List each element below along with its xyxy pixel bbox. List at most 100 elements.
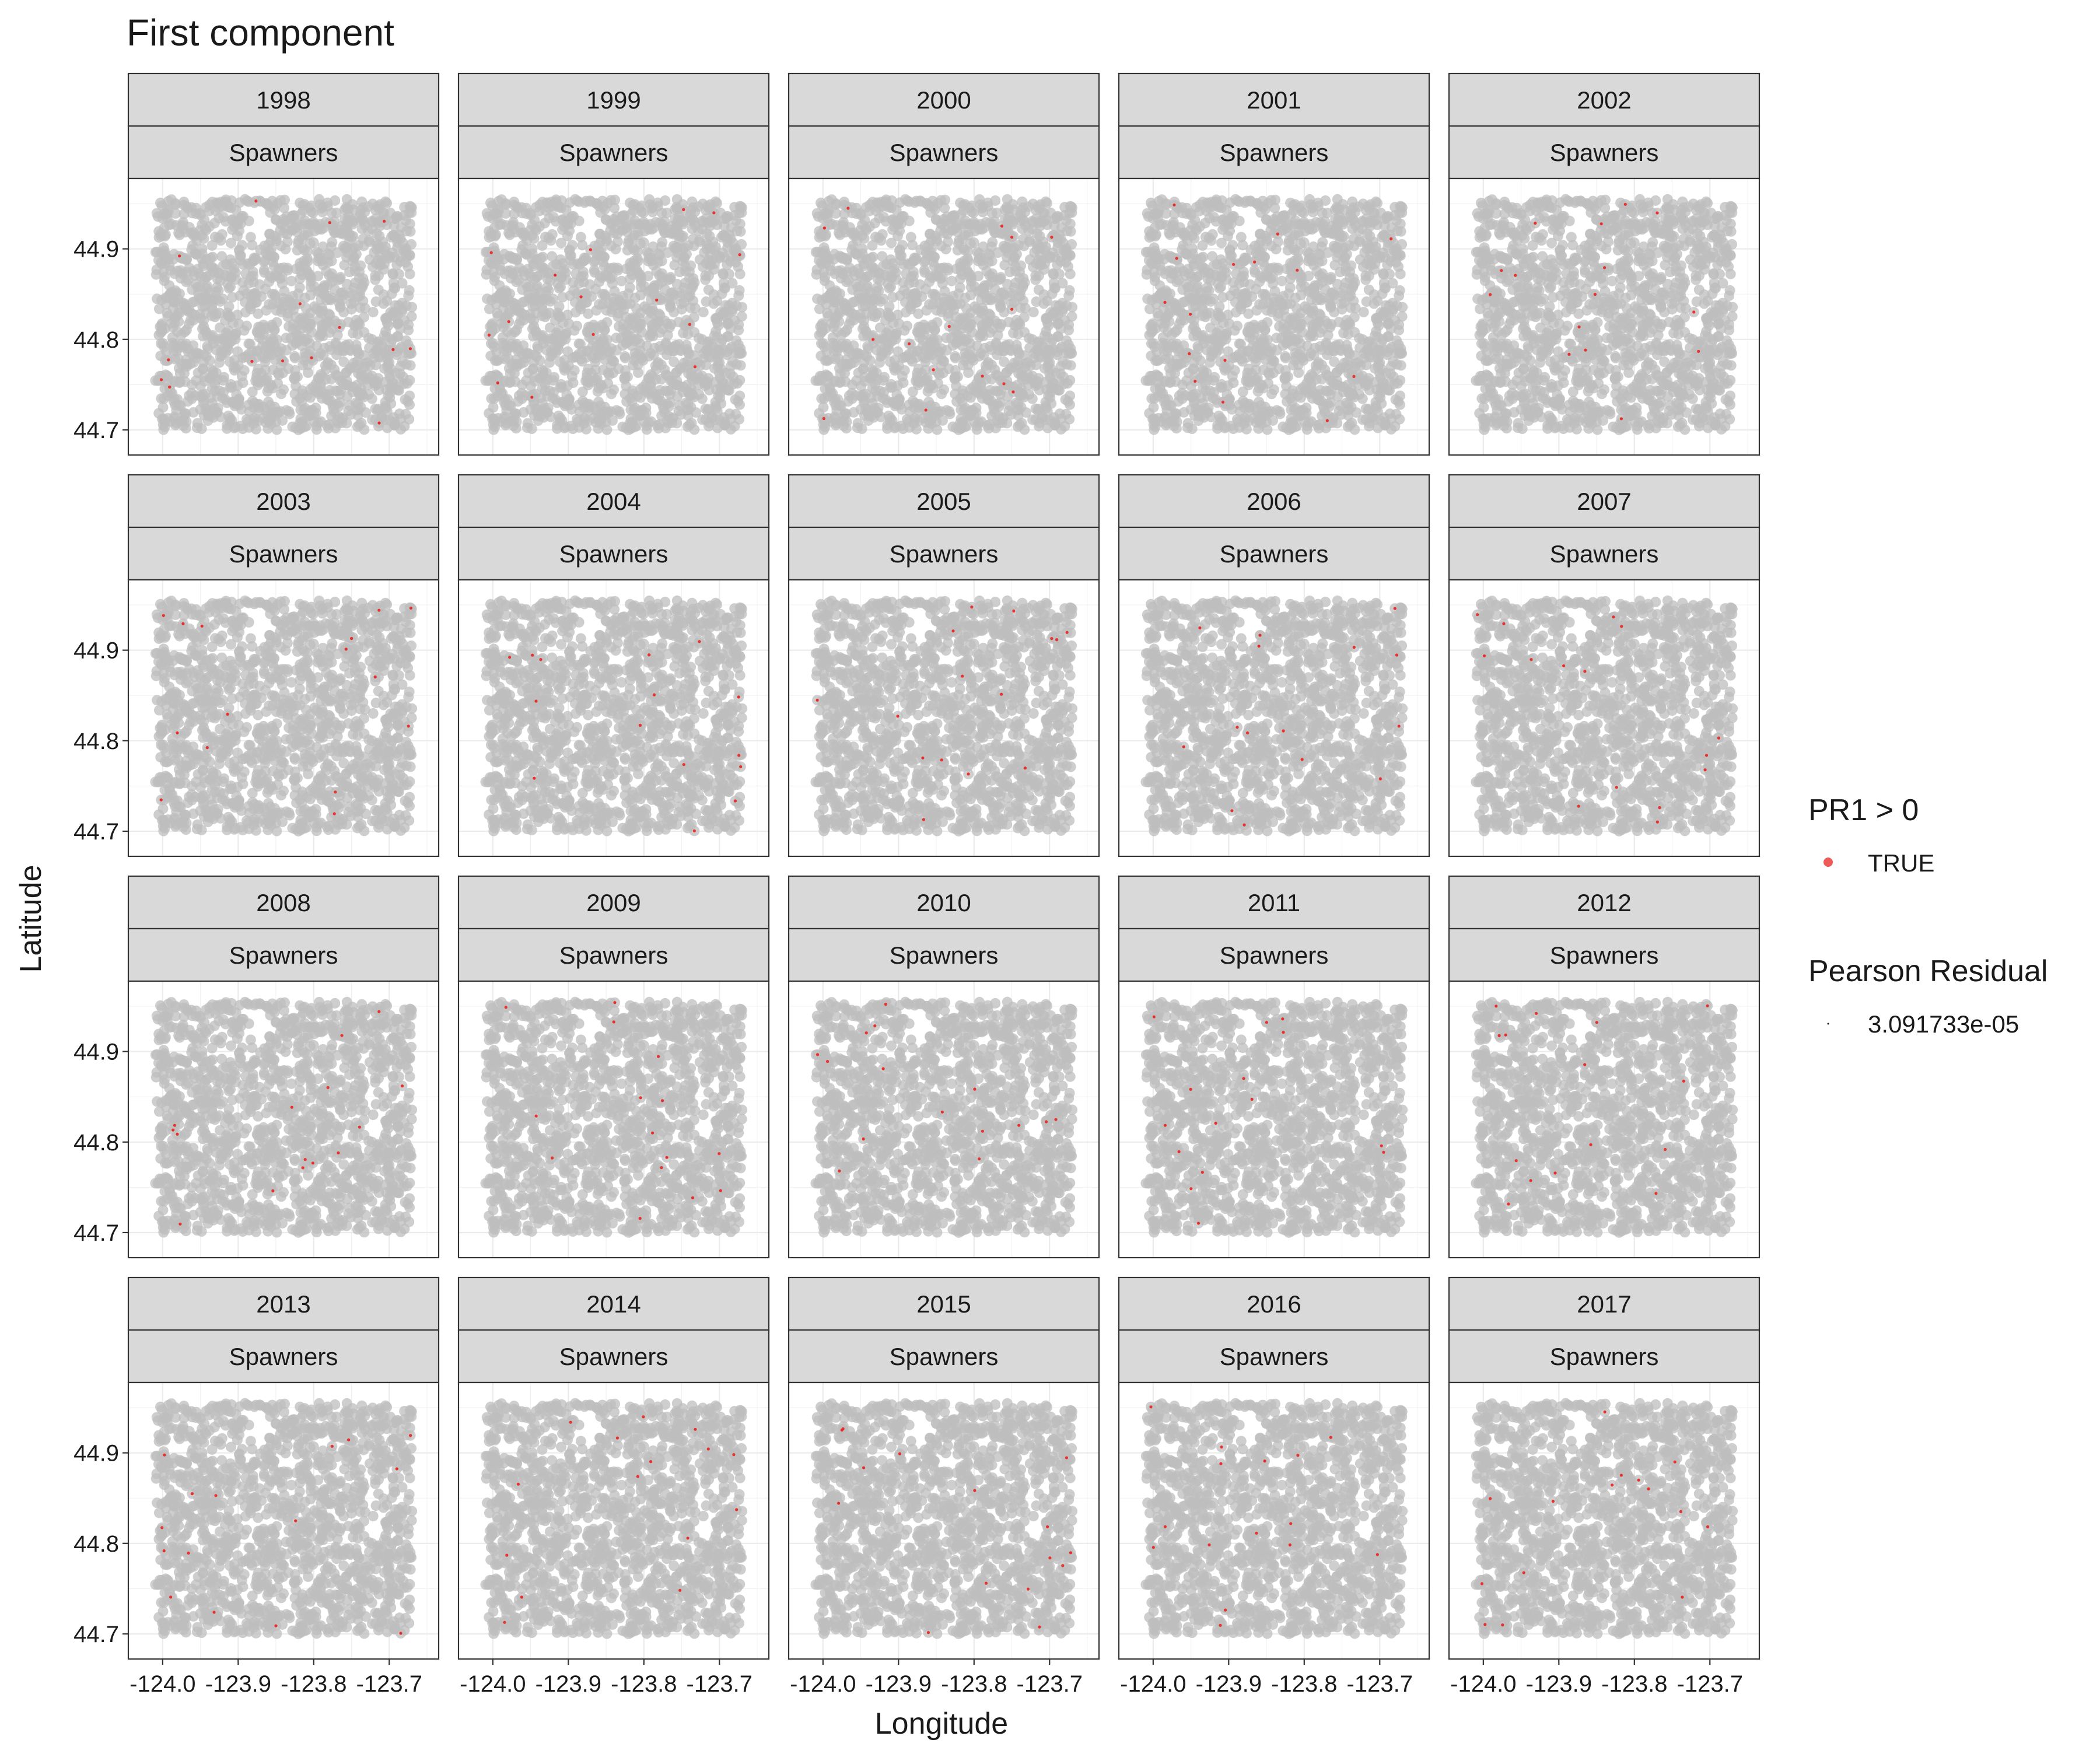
data-point bbox=[889, 222, 900, 232]
highlight-point bbox=[490, 251, 493, 254]
data-point bbox=[939, 293, 949, 303]
data-point bbox=[880, 343, 890, 354]
data-point bbox=[552, 420, 562, 430]
data-point bbox=[404, 391, 415, 401]
data-point bbox=[690, 303, 701, 313]
data-point bbox=[1016, 402, 1027, 412]
highlight-point bbox=[1010, 236, 1013, 239]
data-point bbox=[925, 271, 935, 281]
data-point bbox=[544, 233, 554, 243]
data-point bbox=[172, 310, 183, 321]
data-point bbox=[586, 368, 597, 379]
data-point bbox=[712, 353, 723, 363]
data-point bbox=[733, 290, 744, 301]
data-point bbox=[284, 363, 294, 374]
data-point bbox=[1019, 312, 1030, 323]
data-point bbox=[929, 201, 939, 212]
data-point bbox=[820, 422, 831, 432]
data-point bbox=[155, 198, 166, 208]
data-point bbox=[1066, 201, 1076, 212]
data-point bbox=[950, 351, 960, 362]
highlight-point bbox=[310, 356, 313, 359]
data-point bbox=[712, 296, 722, 306]
data-point bbox=[704, 285, 714, 295]
data-point bbox=[264, 299, 274, 310]
data-point bbox=[332, 370, 343, 381]
data-point bbox=[608, 384, 619, 395]
highlight-point bbox=[655, 299, 658, 302]
data-point bbox=[999, 290, 1009, 300]
data-point bbox=[299, 245, 310, 256]
data-point bbox=[705, 260, 715, 271]
highlight-point bbox=[178, 254, 181, 257]
data-point bbox=[958, 388, 968, 399]
data-point bbox=[723, 318, 734, 328]
data-point bbox=[407, 312, 417, 322]
data-point bbox=[569, 285, 579, 296]
data-point bbox=[169, 397, 179, 407]
data-point bbox=[327, 208, 337, 218]
data-point bbox=[897, 240, 908, 250]
data-point bbox=[187, 394, 197, 404]
data-point bbox=[645, 306, 656, 317]
data-point bbox=[895, 213, 906, 223]
data-point bbox=[941, 244, 951, 254]
data-point bbox=[290, 381, 301, 391]
data-point bbox=[559, 222, 569, 232]
data-point bbox=[964, 349, 974, 359]
data-point bbox=[712, 317, 723, 328]
data-point bbox=[360, 303, 370, 313]
data-point bbox=[354, 419, 365, 430]
data-point bbox=[1048, 334, 1058, 345]
data-point bbox=[992, 415, 1002, 426]
data-point bbox=[263, 349, 274, 360]
data-point bbox=[355, 290, 365, 301]
data-point bbox=[199, 215, 209, 225]
data-point bbox=[488, 209, 499, 219]
data-point bbox=[1027, 394, 1038, 404]
data-point bbox=[600, 402, 610, 412]
data-point bbox=[1065, 391, 1075, 401]
data-point bbox=[1005, 345, 1015, 355]
data-point bbox=[325, 385, 335, 396]
data-point bbox=[228, 318, 238, 328]
data-point bbox=[718, 268, 728, 279]
data-point bbox=[489, 242, 499, 253]
data-point bbox=[1062, 378, 1073, 388]
data-point bbox=[888, 397, 898, 407]
data-point bbox=[254, 399, 264, 410]
data-point bbox=[246, 304, 256, 314]
data-point bbox=[988, 324, 998, 334]
data-point bbox=[401, 226, 412, 236]
data-point bbox=[831, 297, 841, 307]
data-point bbox=[187, 297, 198, 307]
data-point bbox=[235, 421, 246, 431]
data-point bbox=[734, 391, 745, 401]
data-point bbox=[663, 345, 674, 355]
data-point bbox=[380, 242, 391, 252]
data-point bbox=[837, 359, 848, 369]
data-point bbox=[158, 267, 169, 278]
data-point bbox=[825, 384, 835, 394]
data-point bbox=[485, 198, 496, 208]
data-point bbox=[709, 363, 720, 374]
data-point bbox=[495, 384, 505, 394]
data-point bbox=[1002, 391, 1013, 402]
data-point bbox=[260, 256, 270, 266]
data-point bbox=[509, 368, 520, 379]
data-point bbox=[201, 272, 212, 282]
data-point bbox=[921, 322, 932, 332]
data-point bbox=[861, 225, 872, 236]
data-point bbox=[874, 233, 884, 243]
data-point bbox=[862, 272, 872, 282]
data-point bbox=[851, 208, 862, 219]
data-point bbox=[405, 269, 415, 279]
data-point bbox=[262, 386, 273, 397]
data-point bbox=[923, 424, 933, 434]
data-point bbox=[521, 279, 531, 289]
data-point bbox=[197, 249, 208, 259]
data-point bbox=[556, 238, 566, 249]
highlight-point bbox=[167, 358, 170, 361]
data-point bbox=[1042, 353, 1053, 363]
data-point bbox=[612, 263, 623, 274]
